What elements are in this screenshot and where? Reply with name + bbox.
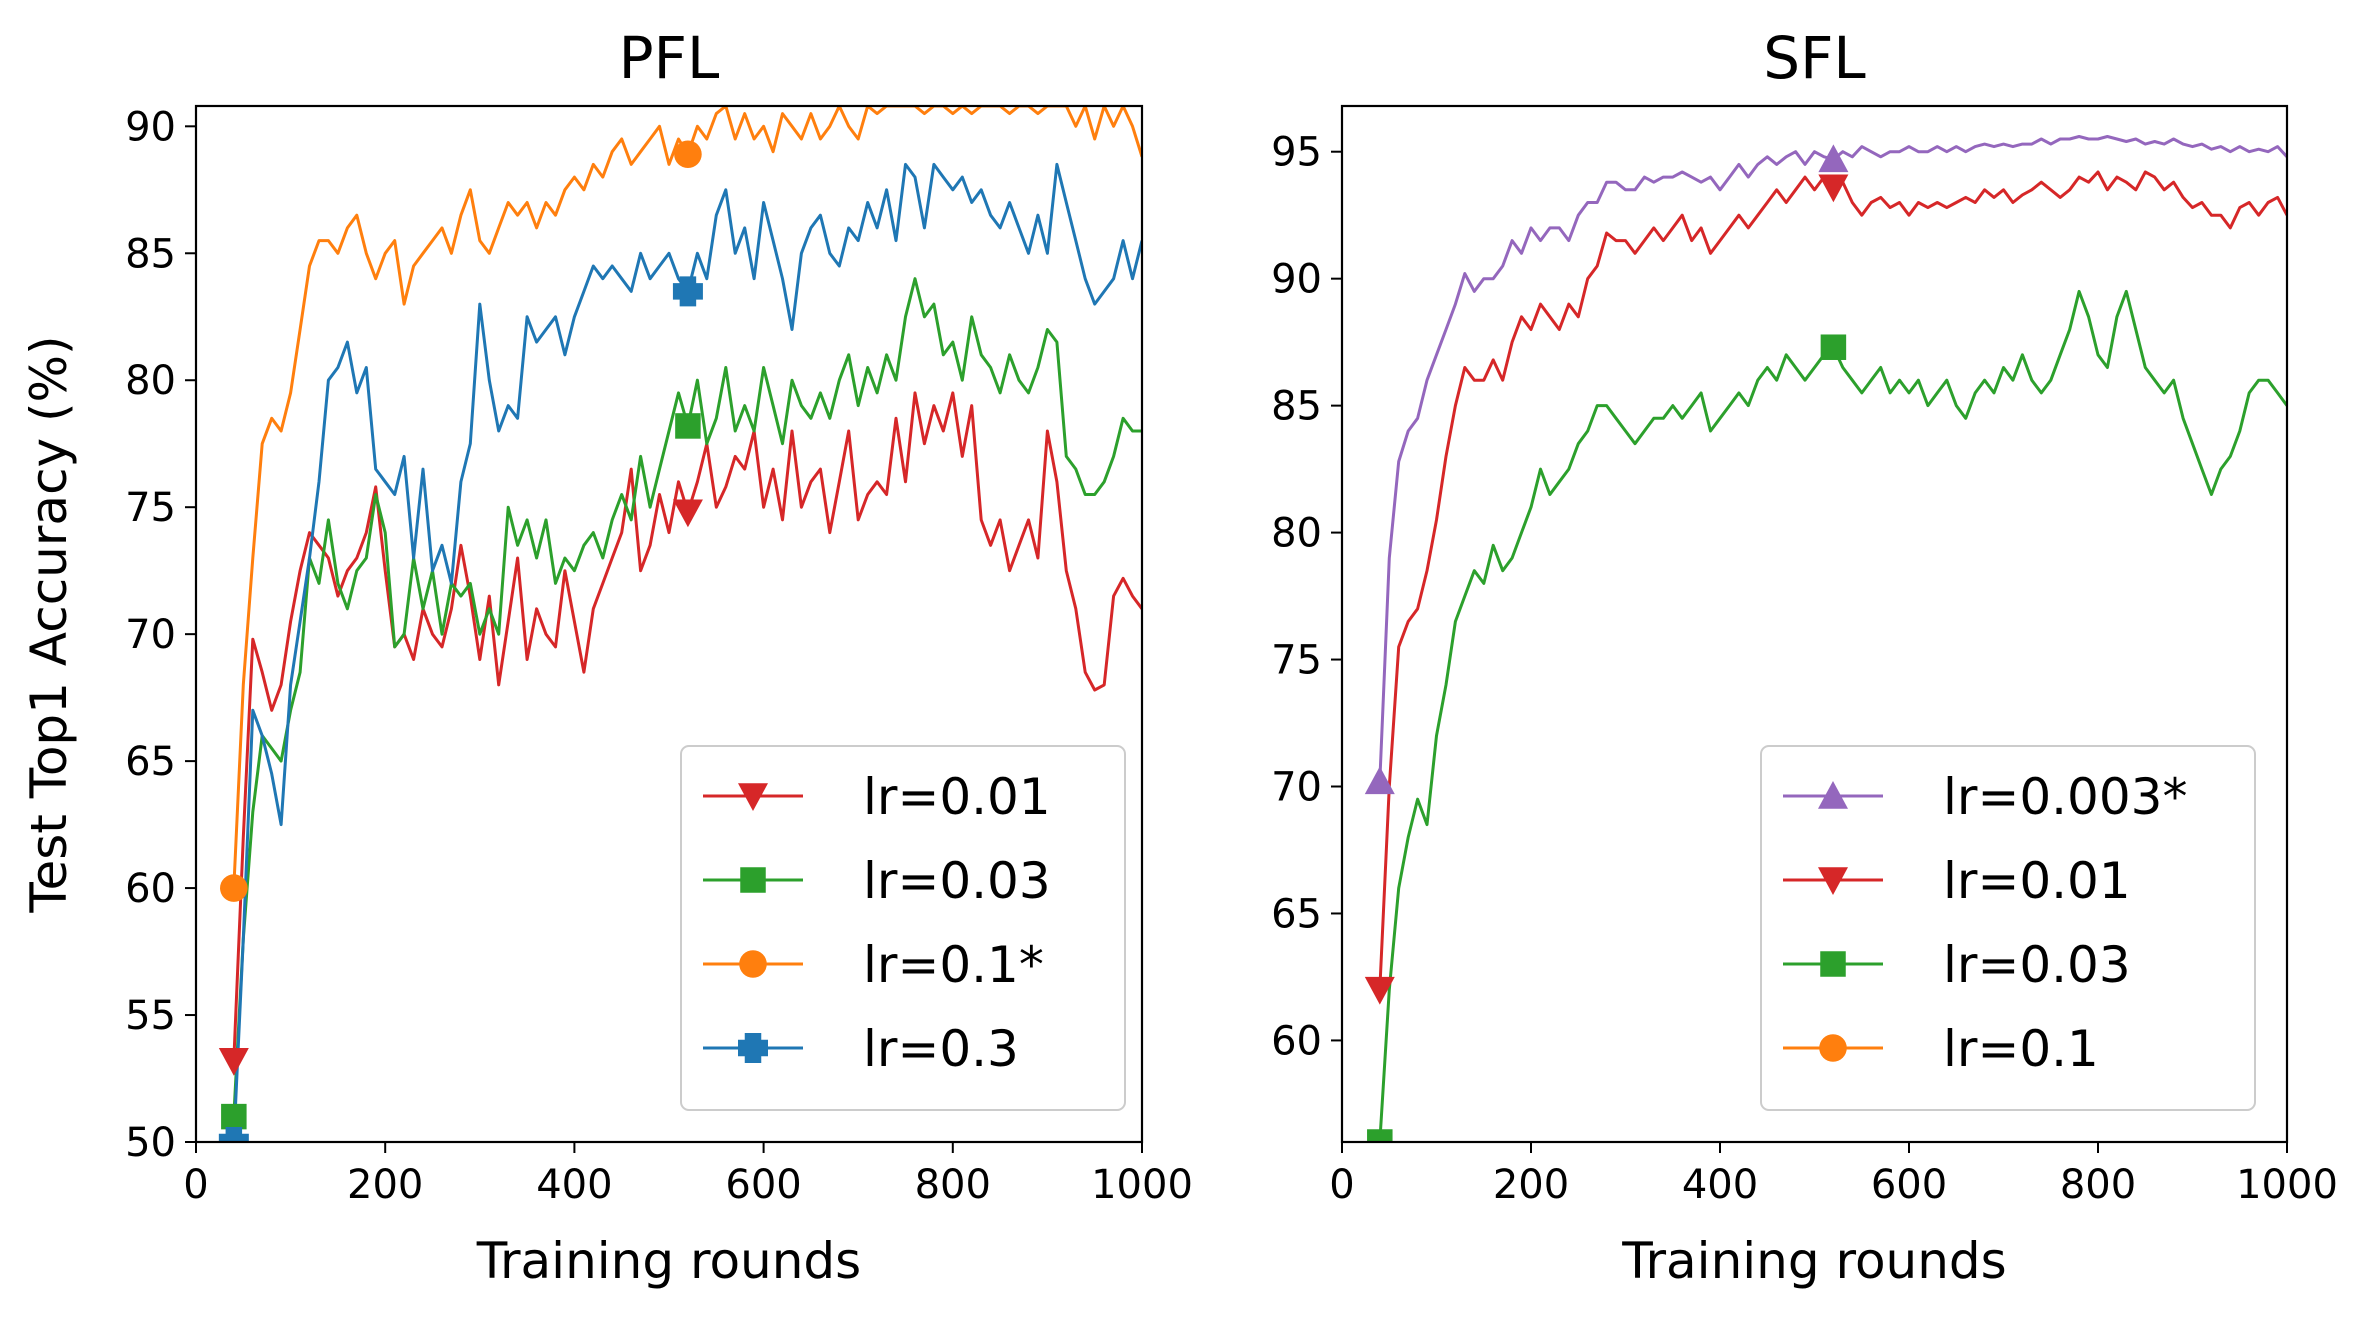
y-tick-label: 90: [125, 104, 176, 150]
x-tick-label: 400: [1682, 1162, 1758, 1208]
x-tick-label: 600: [1871, 1162, 1947, 1208]
legend-marker: [1819, 1034, 1847, 1062]
x-tick-label: 400: [536, 1162, 612, 1208]
chart-title: PFL: [619, 24, 720, 92]
plot-area: [1364, 135, 2287, 1142]
y-tick-label: 65: [125, 739, 176, 785]
x-tick-label: 800: [915, 1162, 991, 1208]
legend-label: lr=0.03: [863, 852, 1051, 910]
y-tick-label: 90: [1271, 257, 1322, 303]
legend-box: [680, 745, 1126, 1111]
sfl-chart: SFL 0 200 400 600 800 1000 60 65 70 75 80 85 90 95 Trai…: [1271, 24, 2338, 1290]
series-marker-lr=0.01: [218, 1047, 249, 1076]
y-tick-label: 60: [1271, 1018, 1322, 1064]
pfl-chart: PFL 0 200 400 600 800 1000 50 55 60 65 70 75 80 85 90 Tr…: [20, 24, 1193, 1290]
series-marker-lr=0.01: [1364, 976, 1395, 1005]
series-line-lr=0.003*: [1378, 135, 2287, 782]
x-tick-label: 800: [2060, 1162, 2136, 1208]
y-tick-label: 70: [125, 612, 176, 658]
y-tick-label: 60: [125, 866, 176, 912]
series-marker-lr=0.03: [1367, 1129, 1393, 1142]
y-tick-label: 85: [1271, 384, 1322, 430]
series-marker-lr=0.3: [672, 276, 703, 307]
x-tick-label: 600: [725, 1162, 801, 1208]
y-tick-label: 85: [125, 231, 176, 277]
plot-area: [218, 106, 1142, 1142]
series-marker-lr=0.03: [675, 413, 701, 439]
chart-title: SFL: [1763, 24, 1866, 92]
series-marker-lr=0.03: [221, 1103, 247, 1130]
series-marker-lr=0.01: [672, 499, 703, 528]
legend-label: lr=0.1*: [863, 936, 1044, 994]
legend-box: [1760, 745, 2256, 1111]
series-marker-lr=0.03: [1820, 334, 1847, 360]
axes-frame: [1340, 104, 2289, 1144]
x-tick-label: 200: [1493, 1162, 1569, 1208]
x-axis-label: Training rounds: [476, 1232, 861, 1290]
series-marker-lr=0.3: [218, 1127, 249, 1142]
legend-label: lr=0.01: [1943, 852, 2131, 910]
y-axis-label: Test Top1 Accuracy (%): [20, 335, 78, 913]
legend-label: lr=0.03: [1943, 936, 2131, 994]
legend-label: lr=0.1: [1943, 1020, 2099, 1078]
legend-marker: [1818, 781, 1848, 809]
x-tick-label: 1000: [1091, 1162, 1193, 1208]
series-marker-lr=0.01: [1818, 174, 1849, 203]
legend-marker: [740, 867, 766, 893]
legend-label: lr=0.01: [863, 768, 1051, 826]
legend-marker: [739, 950, 767, 978]
y-tick-label: 65: [1271, 891, 1322, 937]
axes-frame: [194, 104, 1144, 1144]
y-tick-label: 50: [125, 1120, 176, 1166]
legend-marker: [738, 1033, 768, 1063]
x-tick-label: 1000: [2236, 1162, 2338, 1208]
series-marker-lr=0.003*: [1364, 766, 1395, 795]
x-axis-label: Training rounds: [1621, 1232, 2006, 1290]
y-tick-label: 55: [125, 993, 176, 1039]
series-marker-lr=0.1*: [674, 140, 702, 169]
legend-label: lr=0.003*: [1943, 768, 2187, 826]
y-tick-label: 70: [1271, 765, 1322, 811]
y-tick-label: 75: [1271, 638, 1322, 684]
legend-marker: [738, 783, 768, 811]
x-tick-label: 0: [1329, 1162, 1354, 1208]
y-tick-label: 80: [1271, 511, 1322, 557]
y-tick-label: 75: [125, 485, 176, 531]
legend: lr=0.003* lr=0.01 lr=0.03 lr=0.1: [1760, 745, 2256, 1111]
series-marker-lr=0.003*: [1818, 144, 1849, 173]
legend: lr=0.01 lr=0.03 lr=0.1* lr=0.3: [680, 745, 1126, 1111]
x-tick-label: 200: [347, 1162, 423, 1208]
legend-marker: [1818, 867, 1848, 895]
legend-marker: [1820, 951, 1846, 977]
legend-label: lr=0.3: [863, 1020, 1019, 1078]
x-tick-label: 0: [183, 1162, 208, 1208]
series-marker-lr=0.1*: [220, 874, 248, 902]
y-tick-label: 80: [125, 358, 176, 404]
y-tick-label: 95: [1271, 130, 1322, 176]
